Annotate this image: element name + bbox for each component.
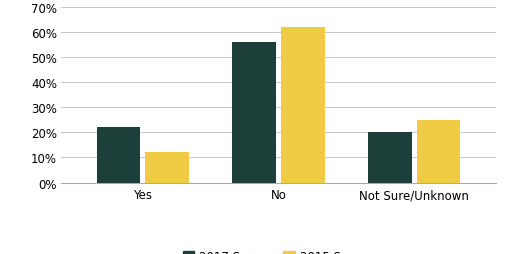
Bar [368,133,411,183]
Bar [281,28,324,183]
Legend: 2017 Survey, 2015 Survey: 2017 Survey, 2015 Survey [178,245,379,254]
Bar [417,120,460,183]
Bar [233,43,276,183]
Bar [146,153,189,183]
Bar [97,128,140,183]
